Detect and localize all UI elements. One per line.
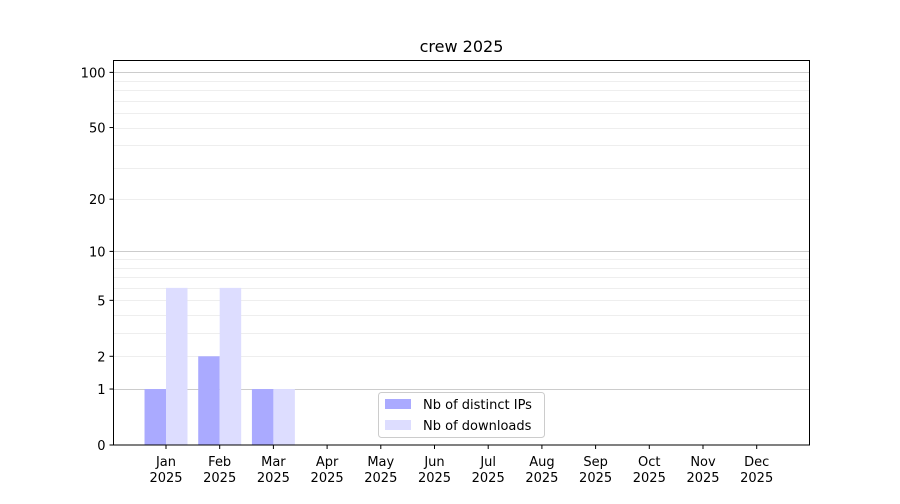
bar-distinct-ips: [251, 389, 274, 445]
legend: Nb of distinct IPs Nb of downloads: [378, 392, 545, 438]
x-tick-label: Oct 2025: [633, 455, 666, 486]
plot-frame: [113, 60, 810, 446]
bars: [144, 287, 295, 445]
y-tick-label: 20: [89, 193, 106, 208]
x-tick-label: May 2025: [364, 455, 397, 486]
x-tick-label: Dec 2025: [740, 455, 773, 486]
x-axis: Jan 2025 Feb 2025 Mar 2025 Apr 2025 May 2025 Jun 20…: [149, 445, 773, 486]
y-tick-label: 10: [89, 245, 106, 260]
legend-swatch-downloads: [385, 420, 411, 430]
bar-distinct-ips: [198, 356, 220, 445]
legend-label-ips: Nb of distinct IPs: [423, 398, 532, 413]
y-tick-label: 100: [81, 66, 106, 81]
x-tick-label: Mar 2025: [257, 455, 290, 486]
y-axis: 0 1 2 5 10 20 50 100: [81, 66, 114, 454]
y-tick-label: 0: [97, 439, 105, 454]
legend-label-downloads: Nb of downloads: [423, 419, 532, 434]
x-tick-label: Jan 2025: [149, 455, 182, 486]
gridlines: [113, 72, 810, 390]
x-tick-label: Sep 2025: [579, 455, 612, 486]
chart-title: crew 2025: [420, 37, 504, 56]
x-tick-label: Apr 2025: [311, 455, 344, 486]
x-tick-label: Jul 2025: [472, 455, 505, 486]
x-tick-label: Jun 2025: [418, 455, 451, 486]
y-tick-label: 5: [97, 294, 105, 309]
x-tick-label: Aug 2025: [525, 455, 558, 486]
bar-downloads: [273, 389, 295, 445]
bar-downloads: [166, 287, 188, 445]
bar-downloads: [219, 287, 242, 445]
legend-swatch-ips: [385, 399, 411, 409]
y-tick-label: 50: [89, 122, 106, 137]
x-tick-label: Feb 2025: [203, 455, 236, 486]
bar-distinct-ips: [144, 389, 166, 445]
legend-box: [378, 392, 545, 438]
y-tick-label: 1: [97, 383, 105, 398]
x-tick-label: Nov 2025: [686, 455, 719, 486]
y-tick-label: 2: [97, 350, 105, 365]
